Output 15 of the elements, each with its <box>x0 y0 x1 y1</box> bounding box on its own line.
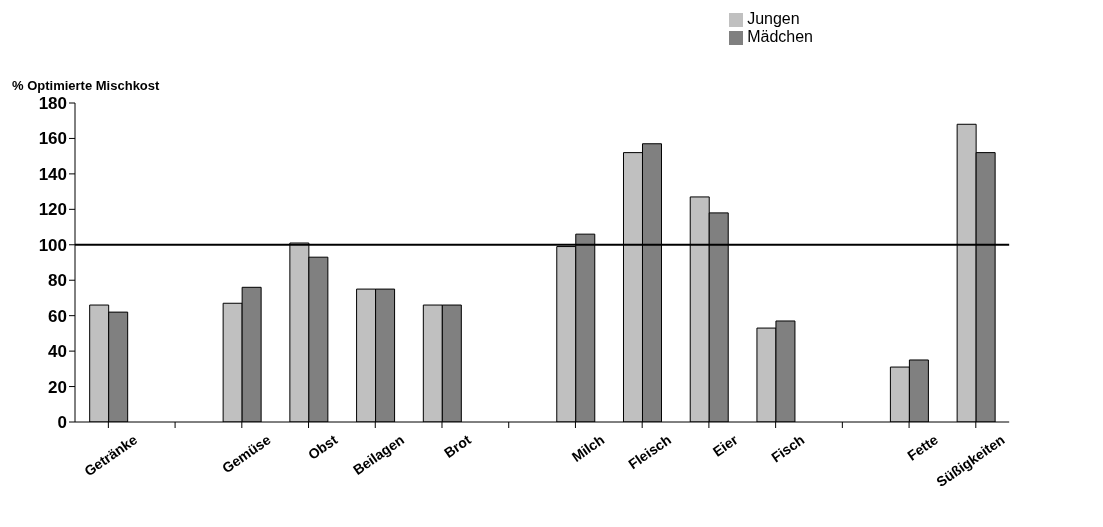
y-axis-title: % Optimierte Mischkost <box>12 78 160 93</box>
y-tick-label: 0 <box>57 413 67 433</box>
y-tick-label: 60 <box>48 306 67 326</box>
legend-label: Mädchen <box>747 28 813 45</box>
y-tick-label: 180 <box>38 94 67 114</box>
x-tick-label: Brot <box>440 431 474 461</box>
y-tick-label: 120 <box>38 200 67 220</box>
y-tick-label: 100 <box>38 235 67 255</box>
x-tick-label: Eier <box>709 431 742 460</box>
y-tick-label: 80 <box>48 271 67 291</box>
y-tick-label: 40 <box>48 342 67 362</box>
y-tick-label: 20 <box>48 377 67 397</box>
y-tick-label: 160 <box>38 129 67 149</box>
legend-label: Jungen <box>747 10 800 27</box>
y-tick-label: 140 <box>38 164 67 184</box>
